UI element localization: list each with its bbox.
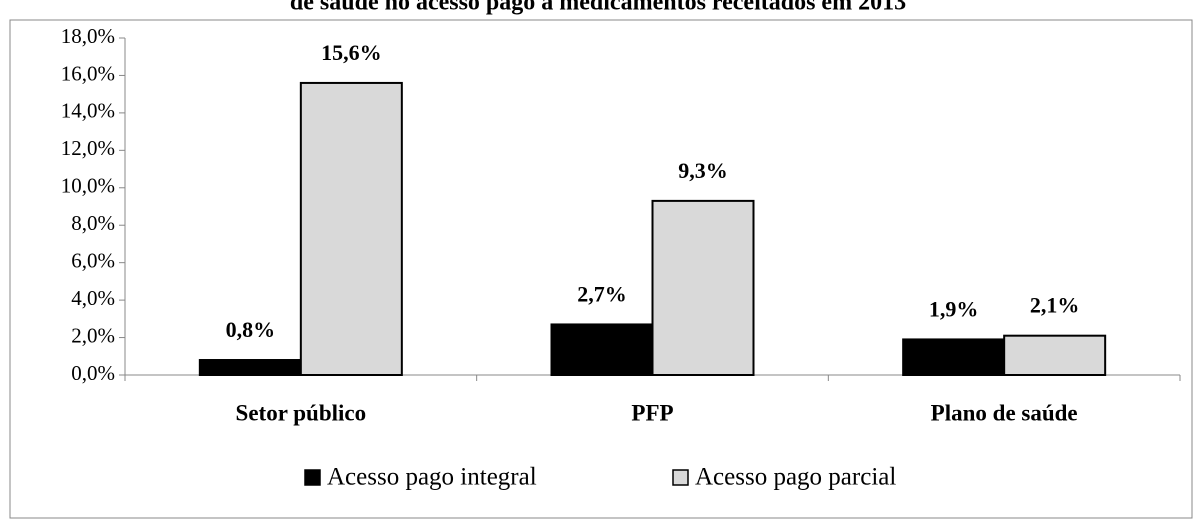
y-tick-label: 6,0%: [71, 248, 115, 272]
y-tick-label: 4,0%: [71, 286, 115, 310]
legend-swatch: [304, 469, 321, 486]
x-tick-label: Plano de saúde: [931, 400, 1078, 425]
y-tick-label: 0,0%: [71, 361, 115, 385]
value-label: 9,3%: [678, 158, 728, 183]
value-label: 15,6%: [321, 40, 382, 65]
bar: [902, 338, 1006, 376]
chart-frame: [9, 19, 1193, 519]
bar: [198, 359, 302, 376]
y-tick-label: 8,0%: [71, 211, 115, 235]
y-tick-label: 18,0%: [61, 24, 115, 48]
legend-label: Acesso pago parcial: [695, 464, 896, 491]
legend-label: Acesso pago integral: [327, 464, 537, 491]
value-label: 0,8%: [226, 317, 276, 342]
bar: [299, 81, 403, 377]
y-tick-label: 12,0%: [61, 136, 115, 160]
y-tick-label: 10,0%: [61, 174, 115, 198]
bar: [1003, 334, 1107, 376]
legend-swatch: [672, 469, 689, 486]
chart-title: de saúde no acesso pago a medicamentos r…: [290, 0, 906, 16]
y-tick-label: 14,0%: [61, 99, 115, 123]
x-tick-label: PFP: [631, 400, 673, 425]
bar: [550, 323, 654, 377]
bar: [651, 199, 755, 376]
value-label: 2,1%: [1030, 293, 1080, 318]
y-tick-label: 16,0%: [61, 61, 115, 85]
value-label: 2,7%: [577, 281, 627, 306]
y-tick-label: 2,0%: [71, 323, 115, 347]
value-label: 1,9%: [929, 296, 979, 321]
x-tick-label: Setor público: [236, 400, 367, 425]
